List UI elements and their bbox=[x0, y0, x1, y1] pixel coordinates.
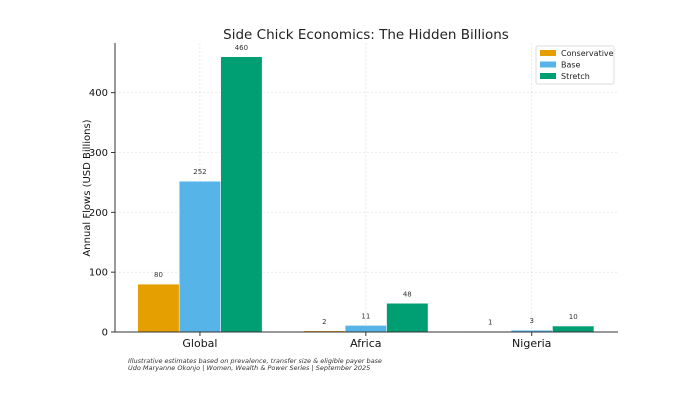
y-tick-label: 300 bbox=[89, 148, 108, 159]
legend-swatch bbox=[540, 73, 556, 79]
footnote-1: Illustrative estimates based on prevalen… bbox=[128, 357, 382, 365]
data-label: 252 bbox=[193, 168, 206, 176]
data-label: 2 bbox=[322, 318, 326, 326]
y-axis-label: Annual Flows (USD Billions) bbox=[82, 119, 93, 256]
bar-stretch-africa bbox=[386, 303, 429, 333]
data-label: 460 bbox=[235, 44, 248, 52]
x-tick-label: Global bbox=[182, 337, 217, 350]
footnote-2: Udo Maryanne Okonjo | Women, Wealth & Po… bbox=[128, 364, 370, 372]
legend-label: Base bbox=[561, 61, 581, 70]
bar-stretch-global bbox=[220, 56, 263, 333]
legend-swatch bbox=[540, 61, 556, 68]
axes: 0 100 200 300 400 Global Africa Nigeria bbox=[89, 43, 618, 350]
legend-swatch bbox=[540, 50, 556, 56]
chart-title: Side Chick Economics: The Hidden Billion… bbox=[223, 27, 509, 43]
legend: Conservative Base Stretch bbox=[535, 45, 615, 85]
bar-stretch-nigeria bbox=[552, 325, 595, 333]
data-label: 11 bbox=[361, 312, 370, 320]
bar-base-africa bbox=[344, 325, 387, 333]
bar-base-global bbox=[178, 180, 221, 333]
y-tick-label: 0 bbox=[102, 328, 108, 339]
data-label: 3 bbox=[529, 317, 533, 325]
y-tick-label: 400 bbox=[89, 88, 108, 99]
data-label: 1 bbox=[488, 318, 492, 326]
y-tick-label: 200 bbox=[89, 208, 108, 219]
legend-label: Conservative bbox=[561, 49, 614, 58]
bar-conservative-global bbox=[137, 283, 180, 333]
y-tick-label: 100 bbox=[89, 268, 108, 279]
data-label: 80 bbox=[154, 271, 163, 279]
x-tick-label: Africa bbox=[350, 337, 381, 350]
x-tick-label: Nigeria bbox=[512, 337, 551, 350]
bars: 80 252 460 2 11 48 1 3 10 bbox=[137, 44, 595, 333]
data-label: 48 bbox=[403, 290, 412, 298]
legend-label: Stretch bbox=[561, 72, 590, 81]
data-label: 10 bbox=[569, 313, 578, 321]
